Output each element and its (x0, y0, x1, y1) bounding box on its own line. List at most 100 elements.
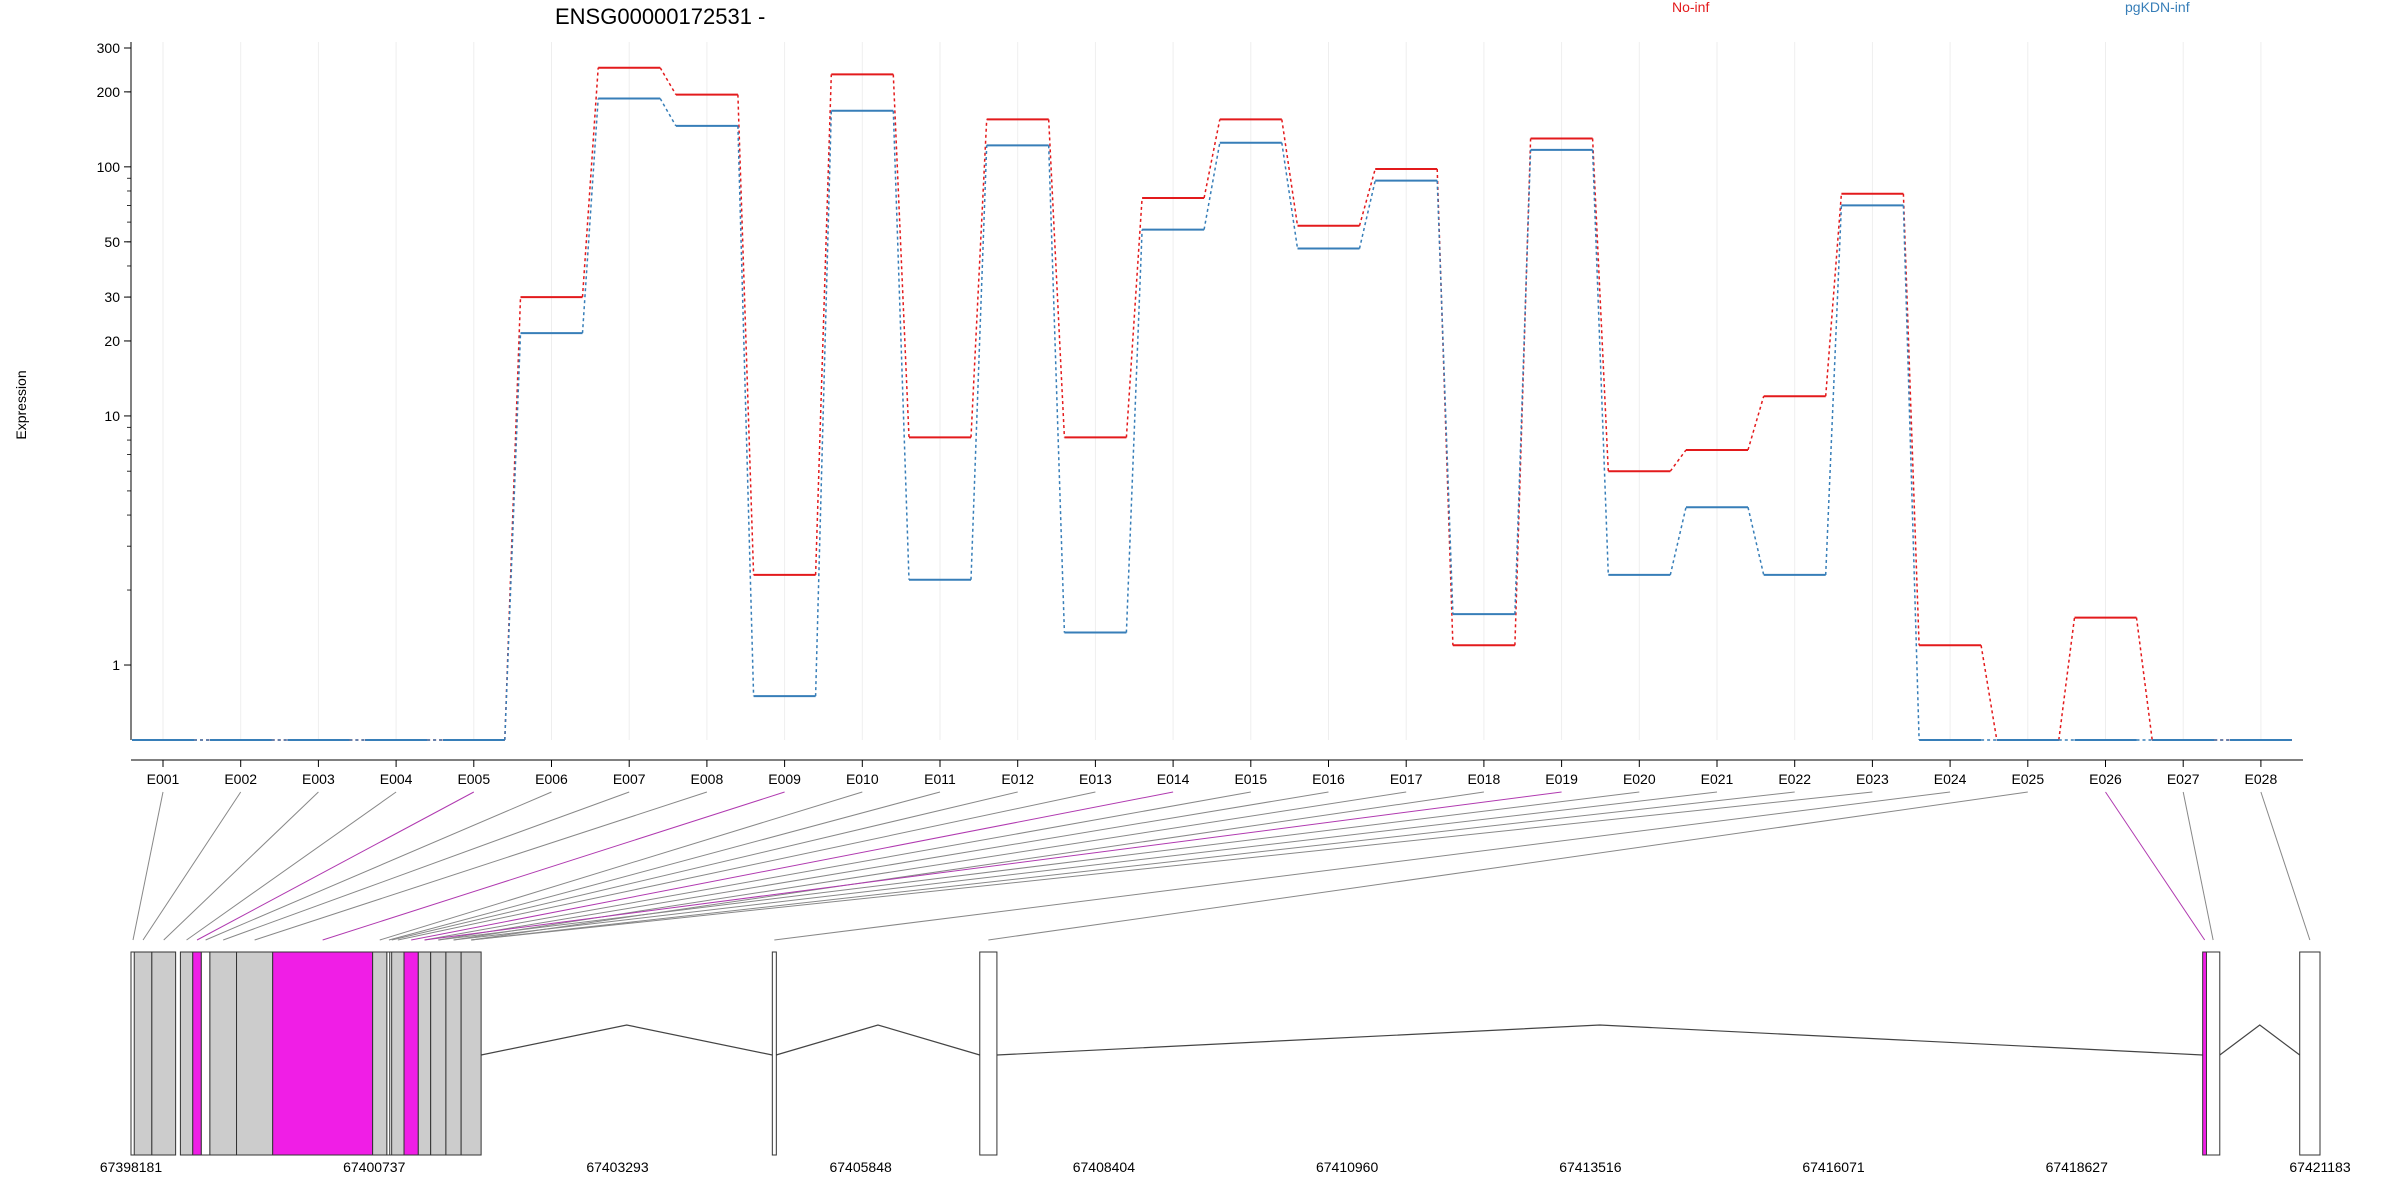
connector-e011 (388, 791, 941, 941)
exon-e018 (460, 951, 482, 1156)
x-tick-label-e001: E001 (147, 771, 180, 787)
series-layer (132, 66, 2292, 741)
series-connector (1281, 142, 1299, 249)
x-tick-label-e023: E023 (1856, 771, 1889, 787)
genomic-coordinate-axis: 67398181 67400737 67403293 67405848 67408404… (100, 1159, 2351, 1175)
x-tick-label-e025: E025 (2011, 771, 2044, 787)
exon-e010 (372, 951, 388, 1156)
series-connector (1047, 119, 1066, 438)
series-connector (1358, 180, 1376, 249)
series-connector (737, 125, 755, 697)
coordinate-label: 67405848 (829, 1159, 892, 1175)
x-axis: E001 E002 E003 E004 E005 E006 E007 E008 E009 E010… (131, 759, 2303, 787)
connector-e020 (438, 791, 1640, 941)
connector-e010 (379, 791, 863, 941)
x-tick-label-e003: E003 (302, 771, 335, 787)
intron-line (775, 1024, 980, 1056)
x-tick-label-e015: E015 (1234, 771, 1267, 787)
connector-e014 (411, 791, 1174, 941)
y-axis: 300 200 100 50 30 20 10 1 (97, 40, 132, 740)
connector-e012 (391, 791, 1018, 941)
series-connector (1824, 205, 1843, 575)
exon-e008 (236, 951, 274, 1156)
vertical-gridlines (162, 42, 2262, 740)
connector-e023 (471, 791, 1873, 941)
y-tick-label: 1 (112, 657, 120, 673)
x-tick-label-e026: E026 (2089, 771, 2122, 787)
coordinate-label: 67408404 (1073, 1159, 1136, 1175)
x-tick-label-e022: E022 (1778, 771, 1811, 787)
y-tick-label: 200 (97, 84, 121, 100)
x-tick-label-e020: E020 (1623, 771, 1656, 787)
x-tick-label-e027: E027 (2167, 771, 2200, 787)
x-tick-label-e021: E021 (1701, 771, 1734, 787)
series-connector (1203, 142, 1221, 230)
exon-e007 (209, 951, 238, 1156)
y-axis-label: Expression (13, 370, 29, 439)
connector-e004 (186, 791, 397, 941)
exon-e020 (979, 951, 998, 1156)
series-no-inf (132, 66, 2292, 741)
series-connector (581, 98, 599, 334)
exon-e015 (417, 951, 432, 1156)
series-connector (1281, 119, 1299, 226)
series-connector (892, 74, 910, 438)
series-connector (1436, 180, 1454, 615)
exon-e009 (272, 951, 374, 1156)
series-connector (2058, 617, 2076, 741)
legend-no-inf: No-inf (1672, 0, 1709, 15)
coordinate-label: 67413516 (1559, 1159, 1622, 1175)
y-tick-label: 10 (104, 408, 120, 424)
coordinate-label: 67400737 (343, 1159, 406, 1175)
series-connector (1047, 145, 1066, 633)
connector-e001 (132, 791, 164, 941)
connector-e002 (142, 791, 242, 941)
series-connector (1125, 197, 1143, 438)
series-connector (1591, 138, 1610, 472)
exon-e019 (771, 951, 777, 1156)
y-tick-label: 50 (104, 234, 120, 250)
series-connector (1358, 168, 1376, 226)
x-tick-label-e019: E019 (1545, 771, 1578, 787)
series-connector (1125, 229, 1143, 633)
coordinate-label: 67398181 (100, 1159, 163, 1175)
series-connector (659, 67, 677, 95)
connector-e007 (223, 791, 630, 941)
connector-e018 (471, 791, 1484, 941)
intron-line (2219, 1024, 2301, 1056)
x-tick-label-e024: E024 (1934, 771, 1967, 787)
x-tick-label-e005: E005 (457, 771, 490, 787)
connector-e022 (471, 791, 1795, 941)
series-connector (1902, 205, 1920, 741)
coordinate-label: 67416071 (1802, 1159, 1865, 1175)
exon-e022 (2205, 951, 2221, 1156)
connector-e013 (397, 791, 1096, 941)
exon-e004 (179, 951, 194, 1156)
exon-e005 (192, 951, 202, 1156)
intron-line (480, 1024, 773, 1056)
x-tick-label-e028: E028 (2245, 771, 2278, 787)
series-connector (1824, 193, 1843, 397)
series-connector (970, 119, 988, 438)
chart-title: ENSG00000172531 - (555, 4, 765, 29)
y-tick-label: 30 (104, 289, 120, 305)
exon-e006 (200, 951, 211, 1156)
connector-e019 (424, 791, 1562, 941)
series-connector (1514, 149, 1532, 615)
y-tick-label: 100 (97, 159, 121, 175)
series-connector (1203, 119, 1221, 199)
x-tick-label-e007: E007 (613, 771, 646, 787)
series-connector (1747, 395, 1765, 451)
series-connector (1591, 149, 1610, 575)
series-connector (1747, 507, 1765, 576)
exon-e023 (2299, 951, 2321, 1156)
connector-e015 (424, 791, 1251, 941)
series-connector (892, 110, 910, 580)
connector-e009 (322, 791, 785, 941)
coordinate-label: 67421183 (2289, 1159, 2350, 1175)
series-pgkdn-inf (132, 97, 2292, 741)
exon-e002 (133, 951, 153, 1156)
x-tick-label-e013: E013 (1079, 771, 1112, 787)
connector-e027 (2182, 791, 2214, 941)
series-connector (737, 94, 755, 575)
